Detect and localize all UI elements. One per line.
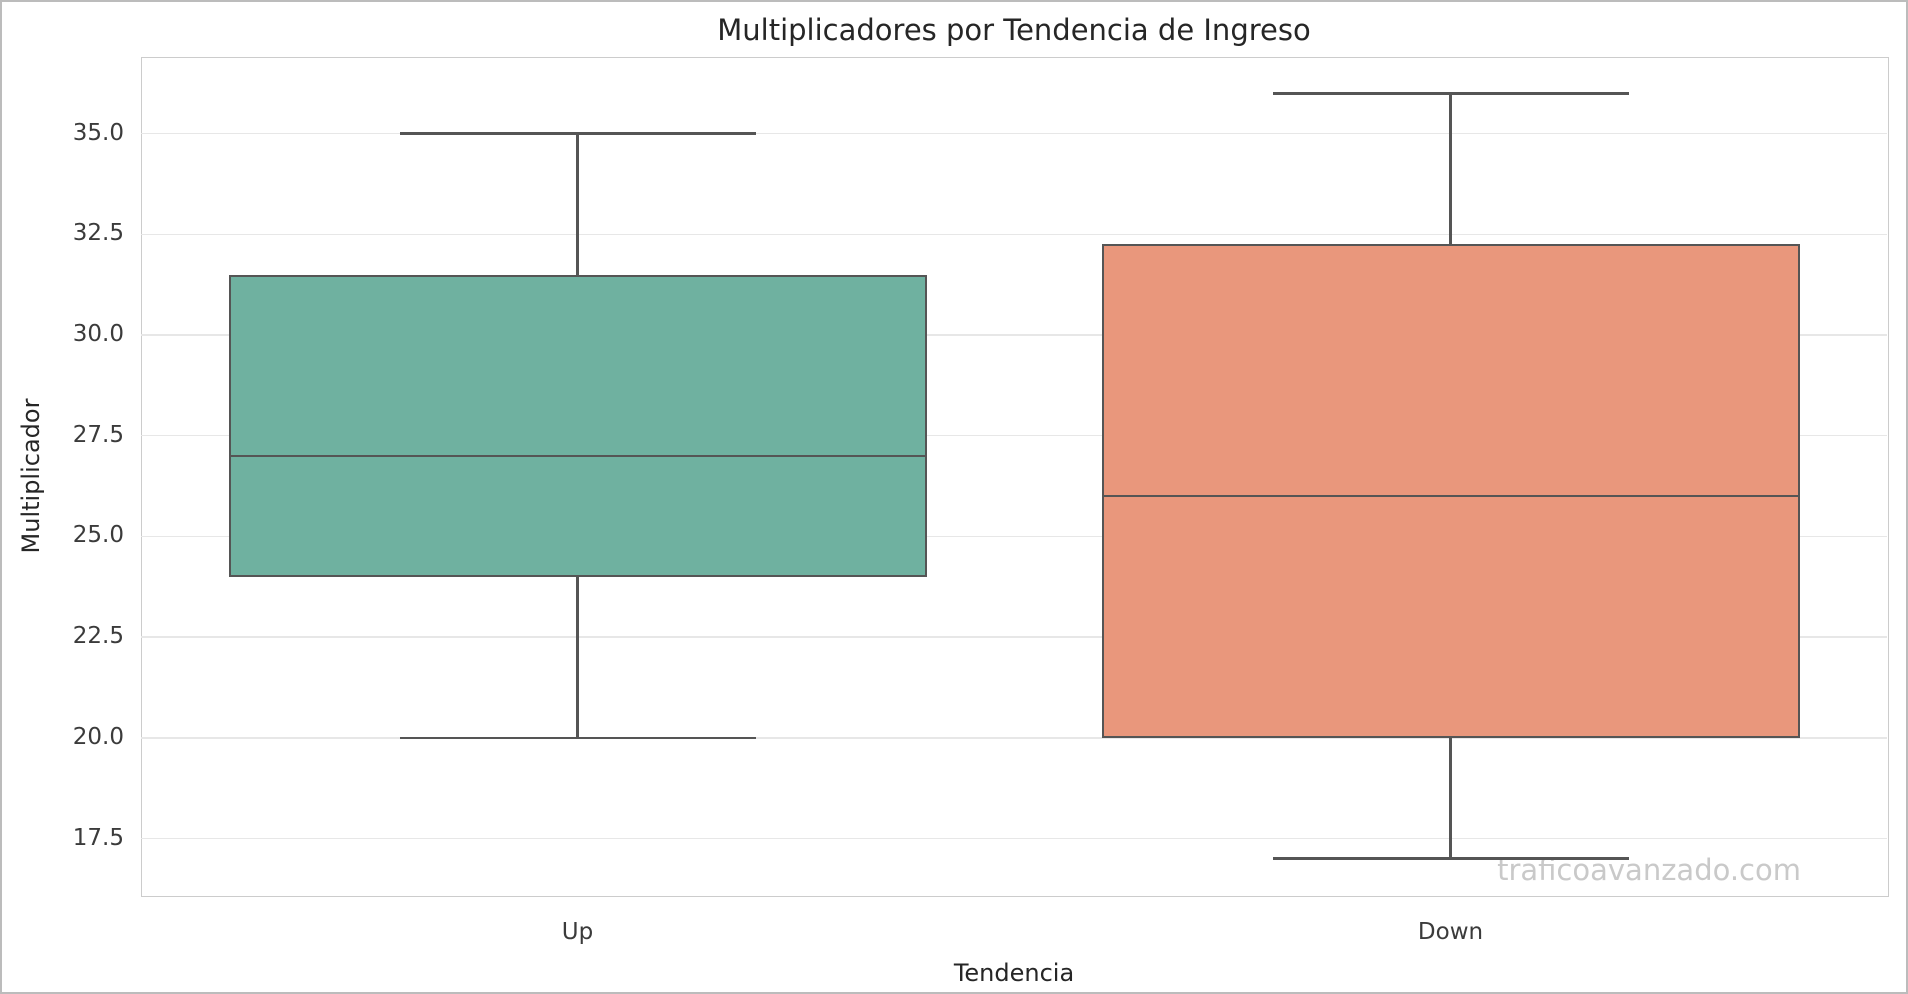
gridline [141,636,1887,638]
whisker-line-upper-up [576,133,579,275]
gridline [141,737,1887,739]
whisker-cap-top-up [399,132,756,135]
y-tick-label: 20.0 [72,723,124,750]
y-tick-label: 25.0 [72,522,124,549]
whisker-line-lower-up [576,576,579,738]
x-tick-label-down: Down [1417,919,1484,945]
chart-title: Multiplicadores por Tendencia de Ingreso [717,13,1311,47]
gridline [141,233,1887,236]
box-up [228,274,927,577]
gridline [141,434,1887,437]
box-down [1101,244,1800,738]
gridline [141,132,1887,135]
whisker-line-upper-down [1449,93,1452,245]
whisker-cap-bottom-up [399,736,756,740]
whisker-cap-bottom-down [1272,857,1629,860]
y-tick-label: 22.5 [72,623,124,650]
gridline [141,535,1887,538]
x-tick-label-up: Up [561,919,594,945]
y-tick-label: 17.5 [72,824,124,851]
whisker-line-lower-down [1449,737,1452,859]
x-axis-label: Tendencia [953,959,1075,987]
whisker-cap-top-down [1272,92,1629,95]
y-tick-label: 27.5 [72,421,124,448]
gridline [141,837,1887,840]
median-line-down [1101,494,1800,498]
y-tick-label: 35.0 [72,119,124,146]
y-tick-label: 32.5 [72,220,124,247]
median-line-up [228,454,927,458]
gridline [141,334,1887,336]
y-tick-label: 30.0 [72,320,124,347]
